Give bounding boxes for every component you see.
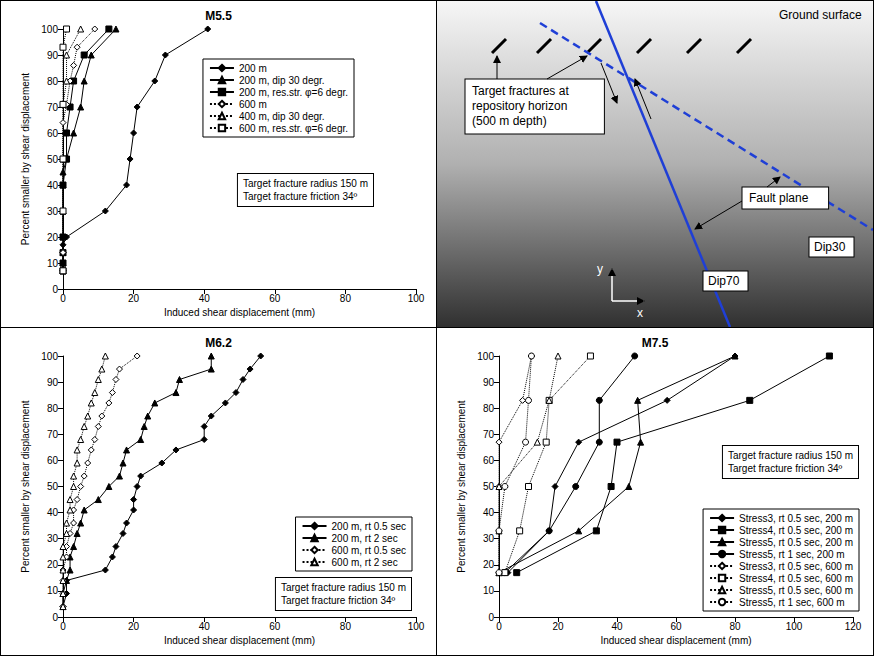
svg-text:80: 80 — [47, 76, 59, 87]
svg-text:40: 40 — [483, 507, 495, 518]
svg-text:Percent smaller by shear displ: Percent smaller by shear displacement — [20, 400, 31, 573]
svg-text:200 m, rt 2 sec: 200 m, rt 2 sec — [332, 533, 398, 544]
svg-text:M5.5: M5.5 — [205, 9, 232, 23]
svg-text:40: 40 — [611, 621, 623, 632]
svg-text:Induced shear displacement (mm: Induced shear displacement (mm) — [164, 635, 315, 646]
svg-text:90: 90 — [47, 377, 59, 388]
svg-text:10: 10 — [47, 585, 59, 596]
svg-text:200 m: 200 m — [239, 63, 267, 74]
svg-text:0: 0 — [496, 621, 502, 632]
svg-text:600 m, res.str. φ=6 degr.: 600 m, res.str. φ=6 degr. — [239, 123, 348, 134]
svg-text:50: 50 — [47, 481, 59, 492]
svg-text:20: 20 — [47, 232, 59, 243]
svg-text:20: 20 — [552, 621, 564, 632]
svg-text:Stress3, rt 0.5 sec, 600 m: Stress3, rt 0.5 sec, 600 m — [739, 561, 853, 572]
svg-text:90: 90 — [483, 377, 495, 388]
svg-text:Induced shear displacement (mm: Induced shear displacement (mm) — [600, 635, 751, 646]
svg-text:200 m, rt 0.5 sec: 200 m, rt 0.5 sec — [332, 521, 406, 532]
svg-text:Dip70: Dip70 — [708, 274, 740, 288]
svg-text:Stress4, rt 0.5 sec, 600 m: Stress4, rt 0.5 sec, 600 m — [739, 573, 853, 584]
svg-text:Target fracture friction 34º: Target fracture friction 34º — [281, 595, 396, 606]
svg-text:repository horizon: repository horizon — [472, 99, 567, 113]
svg-text:Target fracture radius 150 m: Target fracture radius 150 m — [243, 178, 368, 189]
svg-text:Stress5, rt 0.5 sec, 200 m: Stress5, rt 0.5 sec, 200 m — [739, 537, 853, 548]
svg-text:40: 40 — [199, 621, 211, 632]
svg-text:40: 40 — [199, 293, 211, 304]
svg-text:Stress3, rt 0.5 sec, 200 m: Stress3, rt 0.5 sec, 200 m — [739, 513, 853, 524]
svg-text:600 m, rt 0.5 sec: 600 m, rt 0.5 sec — [332, 545, 406, 556]
svg-text:M7.5: M7.5 — [642, 336, 669, 350]
svg-text:10: 10 — [47, 258, 59, 269]
svg-text:80: 80 — [340, 621, 352, 632]
svg-text:30: 30 — [47, 206, 59, 217]
svg-text:Stress5, rt 0.5 sec, 600 m: Stress5, rt 0.5 sec, 600 m — [739, 585, 853, 596]
svg-text:20: 20 — [128, 293, 140, 304]
svg-text:Fault plane: Fault plane — [749, 191, 809, 205]
svg-text:Percent smaller by shear displ: Percent smaller by shear displacement — [20, 73, 31, 246]
svg-text:Stress5, rt 1 sec, 600 m: Stress5, rt 1 sec, 600 m — [739, 597, 845, 608]
svg-text:20: 20 — [128, 621, 140, 632]
svg-text:100: 100 — [41, 351, 58, 362]
svg-text:20: 20 — [47, 559, 59, 570]
svg-text:Target fracture friction 34º: Target fracture friction 34º — [243, 191, 358, 202]
svg-text:90: 90 — [47, 50, 59, 61]
svg-text:60: 60 — [47, 128, 59, 139]
svg-text:y: y — [597, 262, 603, 276]
svg-text:60: 60 — [269, 293, 281, 304]
svg-text:40: 40 — [47, 180, 59, 191]
svg-text:x: x — [637, 306, 643, 320]
svg-text:0: 0 — [60, 293, 66, 304]
svg-text:80: 80 — [483, 403, 495, 414]
svg-text:Target fractures at: Target fractures at — [472, 84, 569, 98]
svg-text:80: 80 — [340, 293, 352, 304]
svg-text:0: 0 — [52, 612, 58, 623]
svg-text:50: 50 — [47, 154, 59, 165]
svg-text:Dip30: Dip30 — [814, 240, 846, 254]
svg-text:20: 20 — [483, 559, 495, 570]
svg-text:Percent smaller by shear displ: Percent smaller by shear displacement — [456, 400, 467, 573]
svg-text:60: 60 — [269, 621, 281, 632]
svg-text:100: 100 — [786, 621, 803, 632]
svg-text:Stress5, rt 1 sec, 200 m: Stress5, rt 1 sec, 200 m — [739, 549, 845, 560]
svg-text:400 m, dip 30 degr.: 400 m, dip 30 degr. — [239, 111, 325, 122]
svg-text:100: 100 — [41, 24, 58, 35]
svg-text:Target fracture radius 150 m: Target fracture radius 150 m — [728, 450, 853, 461]
svg-text:(500 m depth): (500 m depth) — [472, 114, 547, 128]
svg-text:200 m, dip 30 degr.: 200 m, dip 30 degr. — [239, 75, 325, 86]
svg-text:120: 120 — [845, 621, 862, 632]
svg-text:600 m: 600 m — [239, 99, 267, 110]
svg-text:600 m, rt 2 sec: 600 m, rt 2 sec — [332, 557, 398, 568]
svg-text:Stress4, rt 0.5 sec, 200 m: Stress4, rt 0.5 sec, 200 m — [739, 525, 853, 536]
svg-text:80: 80 — [47, 403, 59, 414]
svg-text:60: 60 — [483, 455, 495, 466]
svg-text:Target fracture friction 34º: Target fracture friction 34º — [728, 463, 843, 474]
svg-text:M6.2: M6.2 — [205, 336, 232, 350]
svg-text:80: 80 — [729, 621, 741, 632]
svg-text:30: 30 — [47, 533, 59, 544]
svg-text:50: 50 — [483, 481, 495, 492]
svg-text:0: 0 — [52, 284, 58, 295]
svg-text:30: 30 — [483, 533, 495, 544]
svg-text:60: 60 — [47, 455, 59, 466]
svg-text:70: 70 — [483, 429, 495, 440]
svg-text:10: 10 — [483, 585, 495, 596]
svg-text:60: 60 — [670, 621, 682, 632]
svg-text:70: 70 — [47, 102, 59, 113]
svg-text:0: 0 — [60, 621, 66, 632]
svg-text:Ground surface: Ground surface — [779, 8, 862, 22]
svg-text:100: 100 — [477, 351, 494, 362]
svg-text:40: 40 — [47, 507, 59, 518]
svg-text:Induced shear displacement (mm: Induced shear displacement (mm) — [164, 307, 315, 318]
svg-text:0: 0 — [488, 612, 494, 623]
svg-text:70: 70 — [47, 429, 59, 440]
svg-text:200 m, res.str. φ=6 degr.: 200 m, res.str. φ=6 degr. — [239, 87, 348, 98]
svg-text:Target fracture radius 150 m: Target fracture radius 150 m — [281, 582, 406, 593]
svg-text:100: 100 — [408, 293, 425, 304]
svg-text:100: 100 — [408, 621, 425, 632]
